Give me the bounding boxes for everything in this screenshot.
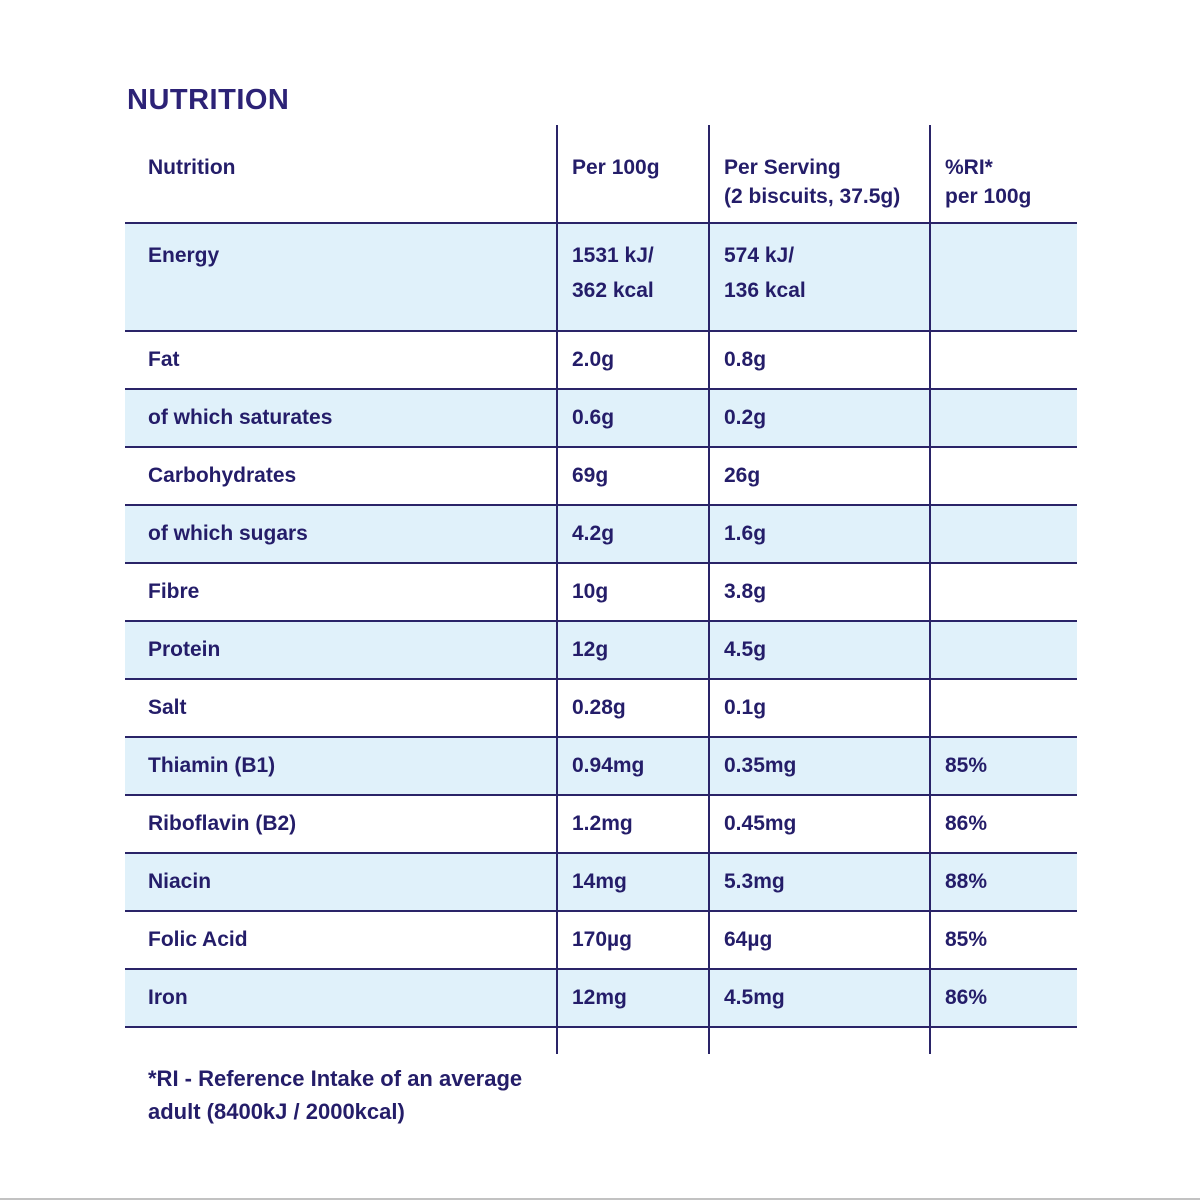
empty-cell [708, 1028, 929, 1054]
column-header-per-100g: Per 100g [556, 125, 708, 222]
ri-value [929, 622, 1077, 678]
header-row: Nutrition Per 100g Per Serving (2 biscui… [125, 125, 1077, 222]
per-serving-value: 64µg [708, 912, 929, 968]
per-100g-value: 2.0g [556, 332, 708, 388]
table-row: of which saturates 0.6g 0.2g [125, 388, 1077, 446]
table-row: Salt 0.28g 0.1g [125, 678, 1077, 736]
row-label: Carbohydrates [148, 464, 297, 488]
empty-cell [125, 1028, 556, 1054]
row-label: Energy [148, 244, 220, 267]
per-100g-value: 0.6g [556, 390, 708, 446]
ri-value: 86% [929, 970, 1077, 1026]
row-label: Fibre [148, 580, 200, 604]
per-100g-value: 0.94mg [556, 738, 708, 794]
row-label: Folic Acid [148, 928, 248, 952]
per-100g-value: 4.2g [556, 506, 708, 562]
table-row: Niacin 14mg 5.3mg 88% [125, 852, 1077, 910]
per-100g-value: 170µg [556, 912, 708, 968]
ri-value: 88% [929, 854, 1077, 910]
table-row: Fat 2.0g 0.8g [125, 330, 1077, 388]
row-label: Niacin [148, 870, 212, 894]
table-row: Fibre 10g 3.8g [125, 562, 1077, 620]
row-label: Riboflavin (B2) [148, 812, 297, 836]
per-100g-value: 1531 kJ/ 362 kcal [556, 224, 708, 330]
table-row: Thiamin (B1) 0.94mg 0.35mg 85% [125, 736, 1077, 794]
row-label: of which saturates [148, 406, 333, 430]
page-title: NUTRITION [127, 84, 290, 116]
footnote-line: *RI - Reference Intake of an average [148, 1066, 523, 1091]
per-serving-value: 0.2g [708, 390, 929, 446]
footnote: *RI - Reference Intake of an average adu… [148, 1062, 522, 1128]
empty-cell [556, 1028, 708, 1054]
ri-value: 85% [929, 738, 1077, 794]
column-header-ri-per-100g: %RI* per 100g [929, 125, 1077, 222]
per-100g-value: 0.28g [556, 680, 708, 736]
bottom-edge-artifact [0, 1198, 1200, 1200]
row-label: Salt [148, 696, 187, 720]
per-100g-value: 1.2mg [556, 796, 708, 852]
ri-value [929, 506, 1077, 562]
footnote-line: adult (8400kJ / 2000kcal) [148, 1099, 405, 1124]
nutrition-table: Nutrition Per 100g Per Serving (2 biscui… [125, 125, 1077, 1054]
per-100g-value: 14mg [556, 854, 708, 910]
ri-value [929, 448, 1077, 504]
empty-cell [929, 1028, 1077, 1054]
per-100g-value: 10g [556, 564, 708, 620]
ri-value [929, 390, 1077, 446]
row-label: Iron [148, 986, 188, 1010]
ri-value [929, 224, 1077, 330]
per-serving-value: 5.3mg [708, 854, 929, 910]
table-row: Protein 12g 4.5g [125, 620, 1077, 678]
column-header-nutrition: Nutrition [148, 156, 236, 179]
table-row: of which sugars 4.2g 1.6g [125, 504, 1077, 562]
ri-value [929, 680, 1077, 736]
per-100g-value: 12mg [556, 970, 708, 1026]
per-serving-value: 0.1g [708, 680, 929, 736]
per-serving-value: 3.8g [708, 564, 929, 620]
per-100g-value: 12g [556, 622, 708, 678]
per-serving-value: 0.45mg [708, 796, 929, 852]
row-label: Thiamin (B1) [148, 754, 276, 778]
per-serving-value: 0.8g [708, 332, 929, 388]
per-serving-value: 26g [708, 448, 929, 504]
ri-value [929, 564, 1077, 620]
row-label: of which sugars [148, 522, 308, 546]
per-serving-value: 0.35mg [708, 738, 929, 794]
per-serving-value: 4.5mg [708, 970, 929, 1026]
per-serving-value: 1.6g [708, 506, 929, 562]
per-serving-value: 4.5g [708, 622, 929, 678]
row-label: Fat [148, 348, 180, 372]
table-row: Riboflavin (B2) 1.2mg 0.45mg 86% [125, 794, 1077, 852]
column-header-per-serving: Per Serving (2 biscuits, 37.5g) [708, 125, 929, 222]
ri-value: 85% [929, 912, 1077, 968]
table-bottom-rule-extension [125, 1026, 1077, 1054]
table-row: Carbohydrates 69g 26g [125, 446, 1077, 504]
per-100g-value: 69g [556, 448, 708, 504]
row-label: Protein [148, 638, 221, 662]
ri-value [929, 332, 1077, 388]
per-serving-value: 574 kJ/ 136 kcal [708, 224, 929, 330]
ri-value: 86% [929, 796, 1077, 852]
table-row: Iron 12mg 4.5mg 86% [125, 968, 1077, 1026]
table-row: Energy 1531 kJ/ 362 kcal 574 kJ/ 136 kca… [125, 222, 1077, 330]
table-row: Folic Acid 170µg 64µg 85% [125, 910, 1077, 968]
